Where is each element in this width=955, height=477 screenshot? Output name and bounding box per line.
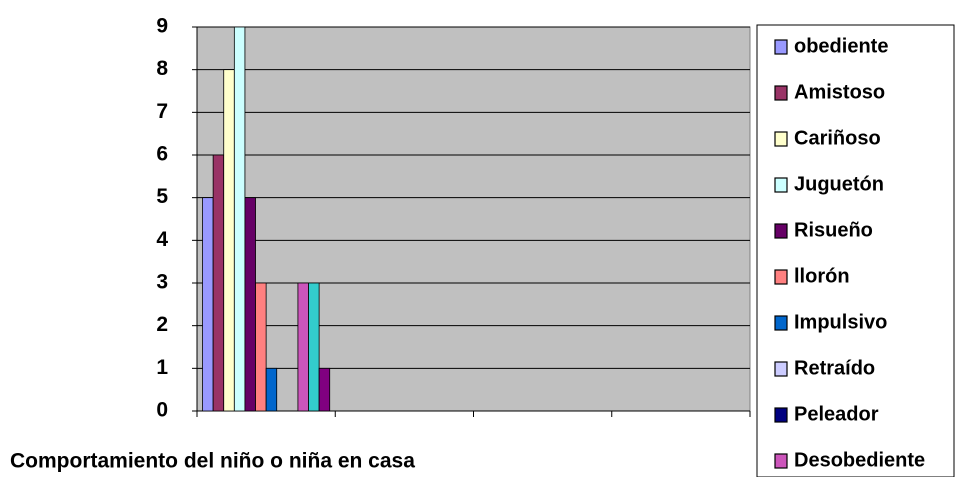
legend-label: Retraído [794, 357, 875, 379]
y-tick-label: 8 [156, 57, 168, 80]
legend-swatch [774, 39, 788, 55]
legend-swatch [774, 131, 788, 147]
legend-swatch [774, 315, 788, 331]
chart-title: Comportamiento del niño o niña en casa [10, 450, 415, 473]
bar [212, 154, 225, 412]
legend-swatch [774, 85, 788, 101]
legend-swatch [774, 177, 788, 193]
legend-label: llorón [794, 265, 850, 287]
legend-label: Peleador [794, 403, 879, 425]
bar [297, 282, 309, 412]
legend-box [756, 24, 955, 477]
bar [318, 367, 331, 412]
bar [265, 367, 278, 412]
legend-label: Cariñoso [794, 127, 881, 149]
bar [233, 26, 246, 412]
legend-swatch [774, 269, 788, 285]
bar [223, 69, 235, 412]
bar [255, 282, 267, 412]
y-tick-label: 4 [156, 228, 168, 251]
legend-swatch [774, 223, 788, 239]
legend-label: obediente [794, 35, 888, 57]
bar [244, 197, 256, 412]
y-tick-label: 1 [156, 356, 168, 379]
legend-swatch [774, 407, 788, 423]
y-tick-label: 7 [156, 100, 168, 123]
plot-area [196, 26, 751, 412]
legend-label: Impulsivo [794, 311, 887, 333]
legend-swatch [774, 361, 788, 377]
legend-label: Risueño [794, 219, 873, 241]
bar [308, 282, 320, 412]
legend-label: Amistoso [794, 81, 885, 103]
y-tick-label: 5 [156, 185, 168, 208]
y-tick-label: 0 [156, 399, 168, 422]
legend-label: Juguetón [794, 173, 884, 195]
legend-label: Desobediente [794, 449, 925, 471]
legend-swatch [774, 453, 788, 469]
y-tick-label: 2 [156, 313, 168, 336]
y-tick-label: 6 [156, 143, 168, 166]
y-tick-label: 3 [156, 271, 168, 294]
bar [202, 197, 214, 412]
y-tick-label: 9 [156, 15, 168, 38]
